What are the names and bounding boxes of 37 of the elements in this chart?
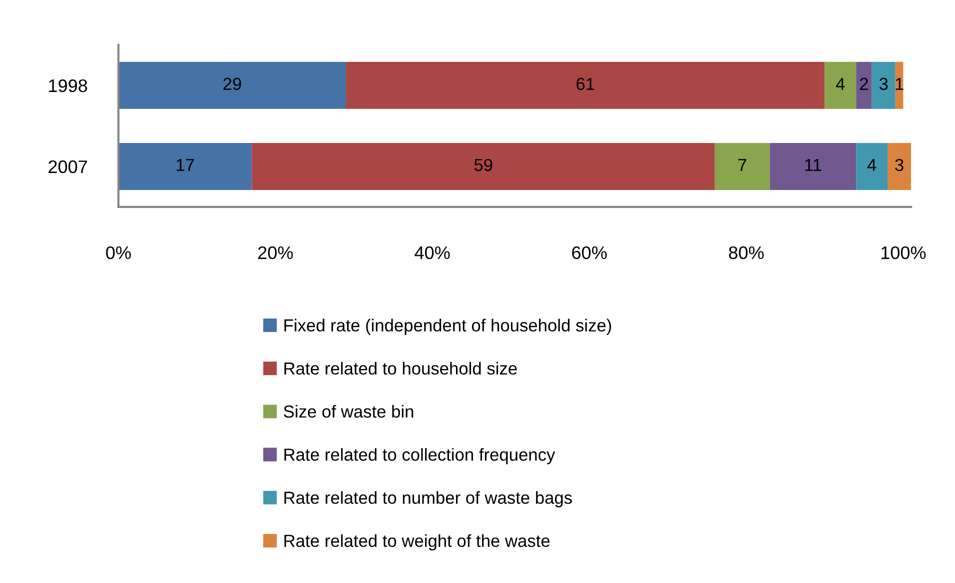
data-label: 11 [805,158,822,171]
data-label: 1 [896,78,904,90]
bar [118,142,252,190]
bar [252,142,715,190]
bar [118,62,346,109]
bar [770,142,856,190]
y-tick-label: 2007 [48,160,87,174]
data-label: 2 [860,78,868,90]
x-tick-label: 0% [106,246,131,260]
legend-label: Rate related to number of waste bags [284,491,572,508]
data-label: 17 [176,158,194,171]
bar [856,62,872,109]
data-label: 3 [879,78,888,90]
data-label: 4 [836,78,845,90]
y-tick-label: 1998 [49,79,88,92]
legend-label: Size of waste bin [284,404,414,418]
x-tick-label: 60% [572,246,607,260]
legend-label: Fixed rate (independent of household size) [284,318,612,335]
x-tick-label: 20% [258,246,293,260]
legend-label: Rate related to collection frequency [284,448,556,464]
data-label: 4 [867,158,876,171]
data-label: 61 [576,78,594,90]
x-tick-label: 40% [414,246,450,260]
data-label: 59 [474,158,492,172]
legend-label: Rate related to household size [284,362,517,375]
bar [824,62,856,109]
bar [714,142,770,190]
legend-label: Rate related to weight of the waste [284,534,550,550]
bar [872,62,896,109]
bar [888,142,912,190]
data-label: 29 [223,78,242,90]
x-tick-label: 100% [882,246,926,260]
x-tick-label: 80% [728,246,764,260]
bar [856,142,888,190]
data-label: 7 [738,158,746,171]
data-label: 3 [895,158,904,172]
bar [346,62,825,109]
